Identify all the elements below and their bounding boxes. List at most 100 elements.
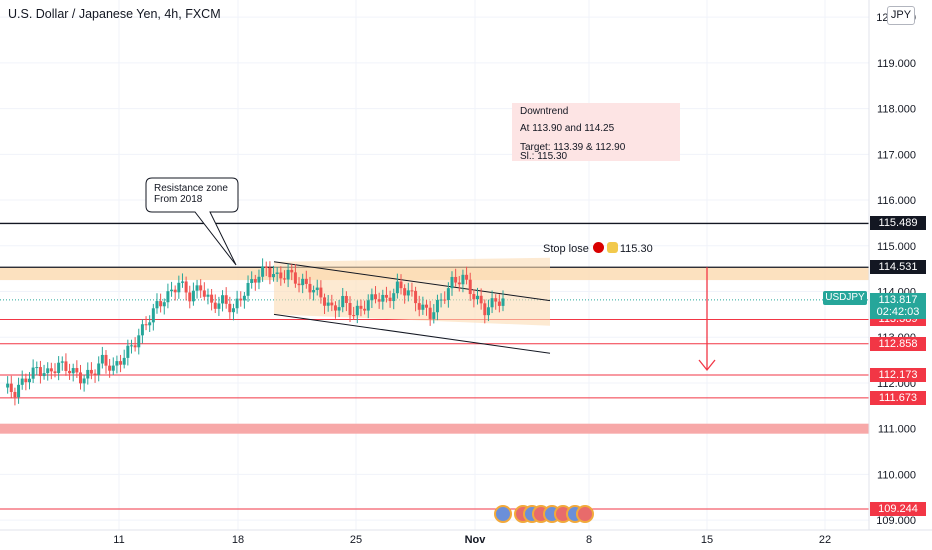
y-tick-label: 117.000 (877, 149, 916, 161)
candle-body (188, 292, 192, 302)
candle-body (140, 324, 144, 336)
x-tick-label: Nov (465, 534, 487, 546)
candle-body (213, 302, 217, 309)
candle-body (97, 363, 101, 375)
candle-body (57, 362, 61, 374)
candle-body (108, 365, 112, 371)
currency-badge[interactable]: JPY (887, 6, 915, 25)
candle-body (370, 294, 374, 301)
candle-body (119, 361, 123, 365)
candle-body (308, 283, 312, 293)
candle-body (384, 294, 388, 298)
candle-body (162, 302, 166, 307)
candle-body (6, 383, 10, 388)
candle-body (341, 295, 345, 308)
support-band (0, 423, 869, 434)
candle-body (275, 272, 279, 274)
candle-body (49, 368, 53, 372)
candle-body (206, 294, 210, 297)
candle-body (428, 307, 432, 319)
candle-body (184, 281, 188, 293)
candle-body (312, 290, 316, 293)
note-line-2: Target: 113.39 & 112.90 (520, 142, 626, 153)
symbol-label: USDJPY (823, 291, 867, 305)
candle-body (75, 368, 79, 373)
horizontal-levels (0, 222, 869, 510)
x-tick-label: 11 (113, 534, 124, 546)
candle-body (20, 378, 24, 385)
candle-body (115, 361, 119, 366)
arrow-head (698, 359, 716, 372)
candle-body (454, 276, 458, 283)
candle-body (363, 308, 367, 311)
candle-body (9, 383, 13, 392)
candle-body (457, 282, 461, 285)
candle-body (494, 298, 498, 302)
candle-body (304, 278, 308, 284)
candle-body (282, 278, 286, 280)
event-icon (576, 505, 594, 523)
candle-body (82, 378, 86, 384)
candle-body (297, 283, 301, 286)
candle-body (13, 391, 17, 398)
candle-body (465, 274, 469, 280)
candle-body (17, 384, 21, 398)
candle-body (435, 300, 439, 313)
stop-label: Stop lose 115.30 (543, 242, 653, 255)
candle-body (217, 303, 221, 309)
x-tick-label: 25 (350, 534, 362, 546)
candle-body (46, 368, 50, 374)
x-tick-label: 8 (586, 534, 592, 546)
candle-body (279, 272, 283, 279)
y-tick-label: 116.000 (877, 195, 916, 207)
candle-body (432, 312, 436, 319)
candle-body (421, 304, 425, 310)
chart-title: U.S. Dollar / Japanese Yen, 4h, FXCM (8, 7, 221, 21)
candle-body (38, 367, 42, 377)
event-icon (494, 505, 512, 523)
candle-body (261, 266, 265, 277)
note-box[interactable]: Downtrend At 113.90 and 114.25 Target: 1… (512, 103, 680, 162)
y-tick-label: 118.000 (877, 104, 916, 116)
price-tag: 114.531 (870, 260, 926, 275)
candle-body (377, 299, 381, 302)
candle-body (68, 370, 72, 374)
candle-body (476, 295, 480, 300)
candle-body (195, 285, 199, 291)
candle-body (242, 295, 246, 301)
last-price-tag: 113.817 02:42:03 (870, 292, 926, 319)
candle-body (425, 304, 429, 308)
candle-body (144, 324, 148, 326)
candle-body (35, 367, 39, 369)
stop-label-text: Stop lose (543, 243, 589, 255)
candle-body (330, 302, 334, 306)
candle-body (443, 299, 447, 301)
candle-body (180, 281, 184, 283)
candle-body (272, 273, 276, 278)
candle-body (417, 303, 421, 310)
candle-body (359, 305, 363, 309)
descending-channel (273, 257, 551, 354)
x-tick-label: 15 (701, 534, 713, 546)
candle-body (450, 276, 454, 289)
candle-body (290, 269, 294, 273)
candle-body (148, 322, 152, 326)
candle-body (414, 290, 418, 304)
callout-shape (145, 177, 239, 266)
candle-body (221, 295, 225, 304)
candle-body (479, 295, 483, 304)
candle-body (410, 290, 414, 292)
candle-body (170, 289, 174, 292)
candle-body (246, 282, 250, 296)
candle-body (446, 288, 450, 301)
candle-body (104, 354, 108, 366)
candle-body (333, 305, 337, 311)
callout-text: Resistance zone From 2018 (154, 183, 234, 205)
price-tag: 112.858 (870, 336, 926, 351)
candle-body (381, 294, 385, 302)
candle-body (344, 295, 348, 303)
hand-icon (606, 242, 618, 253)
candle-body (497, 301, 501, 306)
x-tick-label: 18 (232, 534, 244, 546)
